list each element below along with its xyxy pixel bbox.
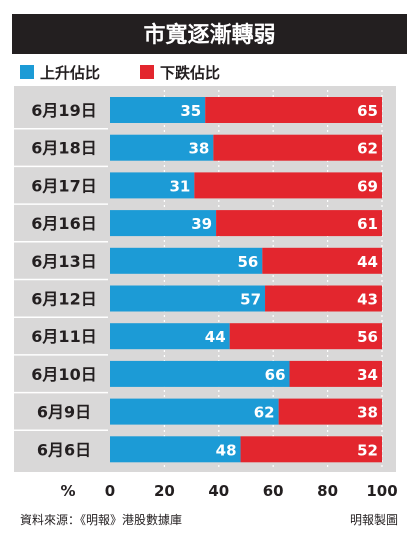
category-label-8: 6月9日 [37, 403, 91, 422]
bar-down-5 [265, 285, 382, 312]
bar-up-8 [110, 398, 279, 425]
value-label-down-8: 38 [357, 404, 378, 422]
x-axis-label: % [60, 482, 75, 500]
x-tick-label-4: 80 [317, 482, 338, 500]
title-bar [12, 14, 407, 54]
category-label-3: 6月16日 [31, 214, 96, 233]
value-label-up-2: 31 [169, 177, 190, 195]
value-label-down-5: 43 [357, 291, 378, 309]
legend-label-0: 上升佔比 [40, 64, 100, 82]
bar-down-3 [216, 210, 382, 237]
x-tick-label-3: 60 [263, 482, 284, 500]
x-tick-label-2: 40 [208, 482, 229, 500]
category-label-4: 6月13日 [31, 252, 96, 271]
legend-swatch-1 [140, 65, 154, 79]
chart-title: 市寬逐漸轉弱 [143, 22, 275, 48]
value-label-down-3: 61 [357, 215, 378, 233]
value-label-up-9: 48 [216, 441, 237, 459]
value-label-up-5: 57 [240, 291, 261, 309]
value-label-up-1: 38 [188, 140, 209, 158]
category-label-2: 6月17日 [31, 176, 96, 195]
category-label-1: 6月18日 [31, 139, 96, 158]
bar-down-7 [289, 360, 382, 387]
value-label-up-7: 66 [265, 366, 286, 384]
value-label-up-0: 35 [180, 102, 201, 120]
value-label-down-4: 44 [357, 253, 378, 271]
value-label-down-1: 62 [357, 140, 378, 158]
category-label-7: 6月10日 [31, 365, 96, 384]
category-label-9: 6月6日 [37, 440, 91, 459]
value-label-up-8: 62 [254, 404, 275, 422]
bar-up-7 [110, 360, 290, 387]
bar-up-0 [110, 97, 206, 123]
value-label-up-3: 39 [191, 215, 212, 233]
value-label-down-6: 56 [357, 328, 378, 346]
bar-up-4 [110, 247, 263, 274]
bar-up-6 [110, 323, 230, 350]
x-tick-label-0: 0 [105, 482, 115, 500]
source-note: 資料來源：《明報》港股數據庫 [20, 513, 182, 527]
bar-up-2 [110, 172, 195, 199]
bar-down-9 [240, 436, 382, 463]
bar-up-5 [110, 285, 266, 312]
x-tick-label-1: 20 [154, 482, 175, 500]
x-tick-label-5: 100 [366, 482, 397, 500]
value-label-down-0: 65 [357, 102, 378, 120]
x-axis: % 0 20 40 60 80 100 [60, 482, 397, 500]
category-label-5: 6月12日 [31, 290, 96, 309]
bar-down-2 [194, 172, 382, 199]
bar-down-4 [262, 247, 382, 274]
bar-up-3 [110, 210, 217, 237]
value-label-up-6: 44 [205, 328, 226, 346]
legend-label-1: 下跌佔比 [160, 64, 220, 82]
bar-down-0 [205, 97, 382, 123]
legend-swatch-0 [20, 65, 34, 79]
value-label-up-4: 56 [237, 253, 258, 271]
value-label-down-7: 34 [357, 366, 378, 384]
credit-note: 明報製圖 [350, 513, 398, 527]
bar-down-8 [278, 398, 382, 425]
category-label-0: 6月19日 [31, 101, 96, 120]
value-label-down-9: 52 [357, 441, 378, 459]
category-labels: 6月19日 6月18日 6月17日 6月16日 6月13日 6月12日 6月11日 6月10日… [14, 101, 108, 459]
bars: 35 65 38 62 31 69 39 61 56 44 57 43 44 56 66 34 62 38 48 52 [110, 97, 382, 463]
bar-up-9 [110, 436, 241, 463]
bar-down-6 [229, 323, 382, 350]
bar-down-1 [213, 134, 382, 161]
value-label-down-2: 69 [357, 177, 378, 195]
category-label-6: 6月11日 [31, 327, 96, 346]
legend: 上升佔比 下跌佔比 [20, 64, 220, 82]
bar-up-1 [110, 134, 214, 161]
